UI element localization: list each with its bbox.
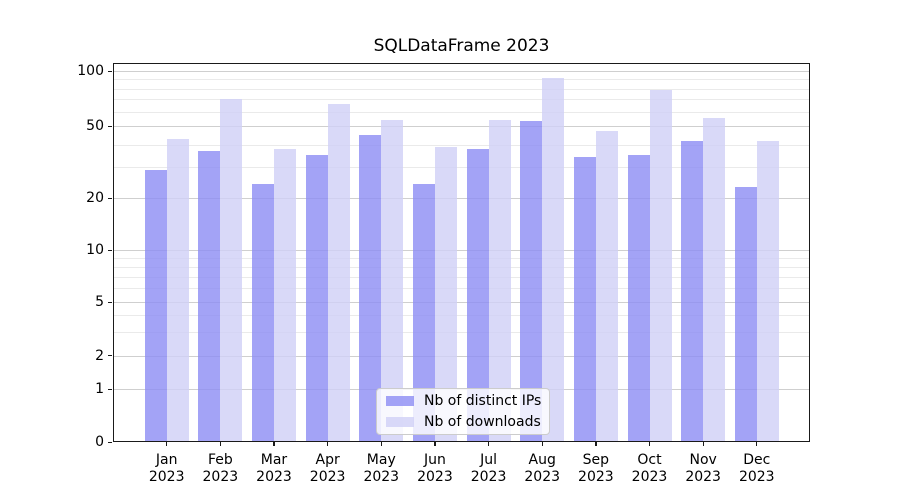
plot-border [113,63,810,442]
x-tick-may [380,442,382,446]
bar-distinct-ips-jan [144,169,167,442]
x-tick-jan [166,442,168,446]
gridline-minor-80 [114,88,809,90]
x-tick-label-oct: Oct 2023 [631,452,668,485]
gridline-minor-6 [114,288,809,290]
x-tick-label-mar: Mar 2023 [256,452,292,485]
y-tick-5 [108,301,112,303]
x-tick-label-nov: Nov 2023 [685,452,721,485]
y-tick-label-10: 10 [86,242,104,258]
bar-downloads-sep [595,131,618,442]
y-tick-label-1: 1 [95,381,104,397]
gridline-major-50 [114,126,809,127]
bar-distinct-ips-dec [734,187,757,442]
bar-downloads-nov [703,118,726,442]
bar-downloads-feb [220,99,243,442]
bar-downloads-mar [273,148,296,442]
y-tick-1 [108,388,112,390]
x-tick-sep [595,442,597,446]
legend-swatch-downloads [386,417,414,427]
bar-downloads-apr [327,103,350,442]
y-tick-2 [108,355,112,357]
y-tick-label-2: 2 [95,347,104,364]
gridline-minor-4 [114,315,809,317]
legend-row-downloads: Nb of downloads [386,414,549,431]
x-tick-label-aug: Aug 2023 [524,452,561,485]
bar-distinct-ips-apr [305,155,328,442]
gridline-minor-60 [114,111,809,113]
bar-downloads-jan [166,138,189,442]
gridline-minor-30 [114,167,809,168]
gridline-minor-3 [114,331,809,333]
x-tick-label-dec: Dec 2023 [738,452,775,485]
x-tick-jul [488,442,490,446]
x-tick-nov [702,442,704,446]
bar-distinct-ips-oct [627,155,650,442]
bar-distinct-ips-feb [198,150,221,442]
legend-swatch-distinct-ips [386,396,414,406]
x-tick-label-sep: Sep 2023 [578,452,614,485]
legend: Nb of distinct IPs Nb of downloads [376,388,550,435]
y-tick-20 [108,197,112,199]
y-tick-10 [108,249,112,251]
gridline-major-2 [114,355,809,357]
x-tick-label-jan: Jan 2023 [148,452,185,485]
legend-label-distinct-ips: Nb of distinct IPs [424,393,542,409]
bar-distinct-ips-mar [251,184,274,442]
y-tick-label-100: 100 [77,63,104,79]
x-tick-label-jul: Jul 2023 [470,452,507,485]
y-tick-50 [108,125,112,127]
y-tick-label-5: 5 [95,294,104,310]
x-tick-feb [219,442,222,446]
legend-label-downloads: Nb of downloads [424,414,541,430]
x-tick-dec [756,442,758,446]
x-tick-aug [541,442,543,446]
chart-title: SQLDataFrame 2023 [373,36,550,56]
y-tick-label-50: 50 [86,118,104,134]
x-tick-label-apr: Apr 2023 [309,452,346,485]
gridline-minor-8 [114,266,809,268]
bar-distinct-ips-sep [573,157,596,442]
y-tick-label-20: 20 [86,190,104,206]
legend-row-distinct-ips: Nb of distinct IPs [386,393,549,410]
bar-downloads-oct [649,89,672,442]
x-tick-label-feb: Feb 2023 [202,452,239,485]
gridline-minor-9 [114,257,809,259]
x-tick-oct [649,442,651,446]
gridline-major-100 [114,71,809,72]
gridline-major-5 [114,302,809,303]
x-tick-mar [273,442,275,446]
y-tick-100 [108,70,112,72]
gridline-minor-70 [114,99,809,101]
gridline-minor-40 [114,145,809,146]
x-tick-label-may: May 2023 [363,452,400,485]
gridline-minor-90 [114,79,809,81]
gridline-major-20 [114,198,809,199]
bar-distinct-ips-nov [681,140,704,442]
y-tick-label-0: 0 [95,434,104,450]
gridline-major-10 [114,250,809,251]
x-tick-label-jun: Jun 2023 [417,452,453,485]
bar-downloads-dec [756,140,779,442]
x-tick-apr [327,442,329,446]
y-tick-0 [108,441,112,443]
x-tick-jun [434,442,436,446]
gridline-minor-7 [114,276,809,278]
